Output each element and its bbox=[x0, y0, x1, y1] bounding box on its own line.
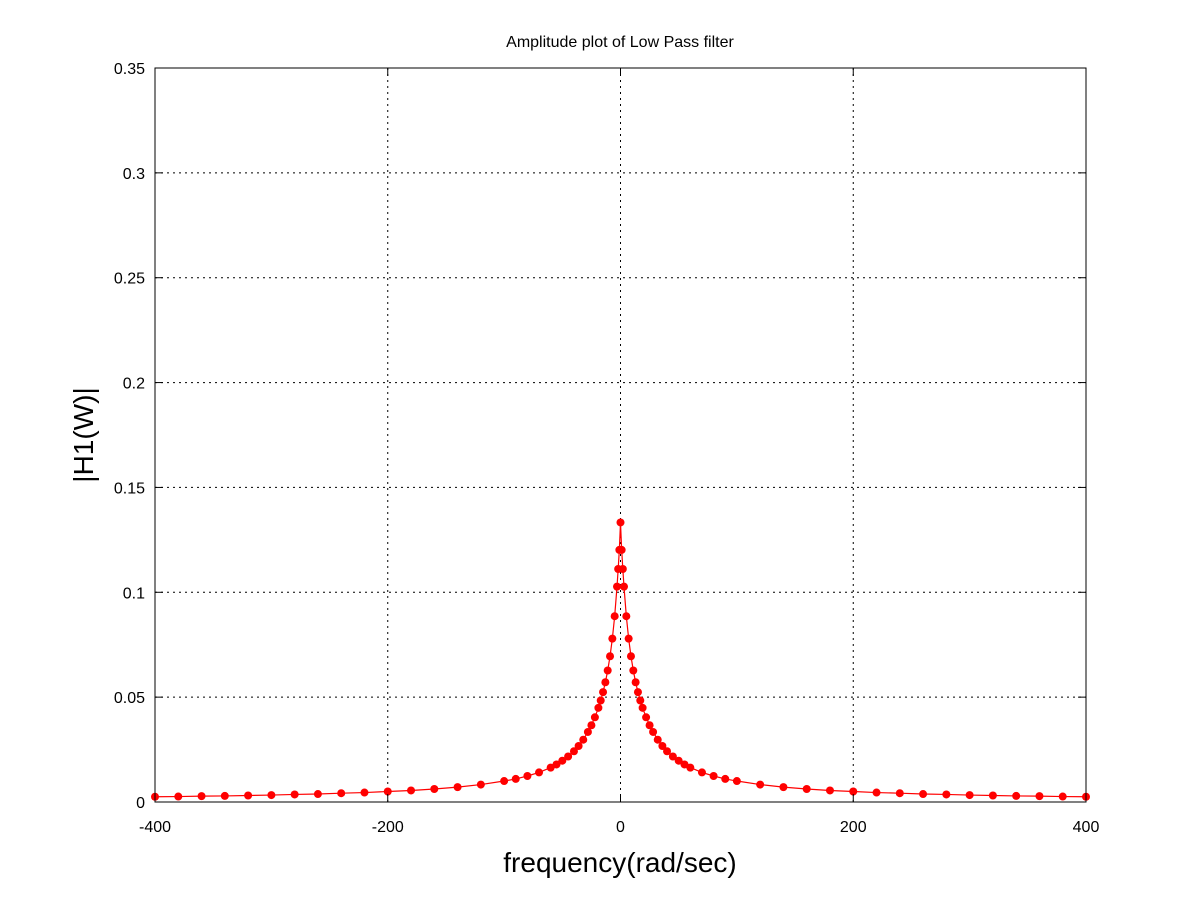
y-tick-label: 0.05 bbox=[114, 690, 145, 707]
data-point bbox=[849, 787, 858, 796]
x-tick-label: -200 bbox=[372, 819, 404, 836]
data-point bbox=[872, 788, 881, 797]
data-point bbox=[383, 787, 392, 796]
data-point bbox=[674, 756, 683, 765]
data-point bbox=[802, 785, 811, 793]
data-point bbox=[631, 678, 640, 687]
x-axis-label: frequency(rad/sec) bbox=[503, 847, 736, 878]
y-axis-label: |H1(W)| bbox=[68, 387, 99, 482]
x-tick-labels: -400 -200 0 200 400 bbox=[139, 819, 1099, 836]
data-point bbox=[668, 752, 677, 761]
data-point bbox=[569, 747, 578, 756]
data-point bbox=[511, 774, 520, 783]
data-point bbox=[606, 652, 615, 661]
data-point bbox=[453, 783, 462, 792]
data-point bbox=[337, 789, 346, 798]
data-point bbox=[583, 727, 592, 736]
data-point bbox=[616, 518, 625, 527]
series-layer bbox=[151, 518, 1090, 801]
data-point bbox=[965, 791, 974, 800]
data-point bbox=[596, 696, 605, 705]
data-point bbox=[721, 774, 730, 783]
x-tick-label: 0 bbox=[616, 819, 625, 836]
data-point bbox=[599, 688, 608, 697]
data-point bbox=[579, 735, 588, 744]
data-point bbox=[587, 721, 596, 730]
data-point bbox=[617, 545, 626, 554]
data-point bbox=[613, 582, 622, 591]
data-point bbox=[430, 785, 439, 793]
data-point bbox=[220, 791, 229, 800]
data-point bbox=[603, 666, 612, 675]
data-point bbox=[476, 780, 485, 789]
data-point bbox=[709, 772, 718, 780]
data-point bbox=[622, 612, 631, 621]
data-point bbox=[618, 565, 627, 574]
data-point bbox=[732, 777, 741, 786]
data-point bbox=[313, 790, 322, 799]
y-tick-labels: 0 0.05 0.1 0.15 0.2 0.25 0.3 0.35 bbox=[114, 61, 145, 812]
data-point bbox=[629, 666, 638, 675]
data-point bbox=[564, 752, 573, 761]
data-point bbox=[686, 763, 695, 772]
y-tick-label: 0.25 bbox=[114, 271, 145, 288]
data-point bbox=[610, 612, 619, 621]
x-tick-label: 400 bbox=[1073, 819, 1100, 836]
data-point bbox=[267, 791, 276, 800]
data-point bbox=[638, 703, 647, 712]
data-point bbox=[988, 791, 997, 800]
data-point bbox=[601, 678, 610, 687]
data-point bbox=[619, 582, 628, 591]
data-point bbox=[1012, 791, 1021, 800]
data-point bbox=[895, 789, 904, 798]
data-point bbox=[244, 791, 253, 800]
data-point bbox=[779, 783, 788, 792]
data-point bbox=[649, 727, 658, 736]
data-point bbox=[663, 747, 672, 756]
data-point bbox=[636, 696, 645, 705]
chart-title: Amplitude plot of Low Pass filter bbox=[506, 34, 734, 51]
data-point bbox=[633, 688, 642, 697]
data-point bbox=[756, 780, 765, 789]
data-point bbox=[825, 786, 834, 795]
data-point bbox=[626, 652, 635, 661]
data-point bbox=[360, 788, 369, 797]
data-point bbox=[658, 742, 667, 751]
data-point bbox=[523, 772, 532, 780]
data-point bbox=[174, 792, 183, 801]
x-tick-label: 200 bbox=[840, 819, 867, 836]
x-tick-label: -400 bbox=[139, 819, 171, 836]
grid-lines bbox=[155, 68, 1086, 802]
data-point bbox=[624, 634, 633, 643]
data-point bbox=[697, 768, 706, 777]
data-point bbox=[1035, 792, 1044, 801]
data-point bbox=[558, 756, 567, 765]
data-point bbox=[500, 777, 509, 786]
y-tick-label: 0.1 bbox=[123, 585, 145, 602]
y-tick-label: 0 bbox=[136, 795, 145, 812]
data-point bbox=[608, 634, 617, 643]
data-point bbox=[590, 713, 599, 722]
data-point bbox=[642, 713, 651, 722]
data-point bbox=[574, 742, 583, 751]
y-tick-label: 0.35 bbox=[114, 61, 145, 78]
y-tick-label: 0.15 bbox=[114, 480, 145, 497]
data-point bbox=[653, 735, 662, 744]
data-point bbox=[919, 790, 928, 799]
data-point bbox=[290, 790, 299, 799]
data-point bbox=[942, 790, 951, 799]
y-tick-label: 0.3 bbox=[123, 166, 145, 183]
axis-ticks bbox=[154, 67, 1087, 803]
data-point bbox=[407, 786, 416, 795]
data-point bbox=[552, 760, 561, 769]
data-point bbox=[645, 721, 654, 730]
data-point bbox=[197, 792, 206, 801]
data-point bbox=[594, 703, 603, 712]
data-point bbox=[1058, 792, 1067, 801]
y-tick-label: 0.2 bbox=[123, 376, 145, 393]
data-point bbox=[535, 768, 544, 777]
